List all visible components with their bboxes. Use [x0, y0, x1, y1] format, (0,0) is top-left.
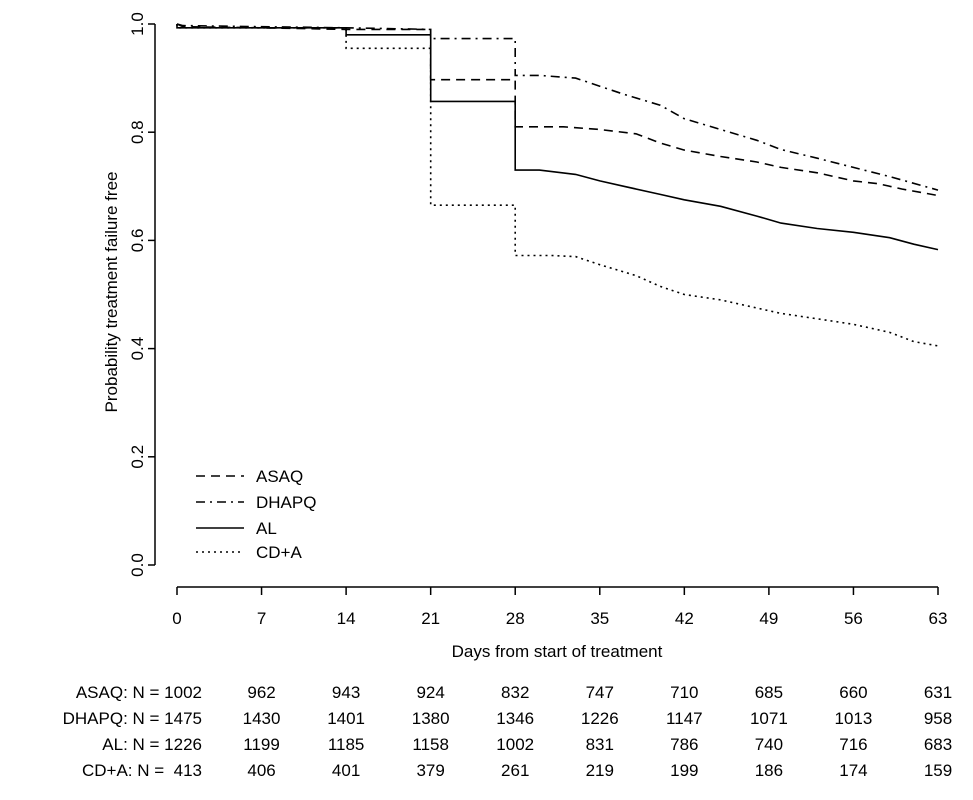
risk-count: 832 [501, 683, 529, 702]
risk-count: 406 [247, 761, 275, 780]
series-line-dhapq [176, 23, 939, 191]
risk-count: 379 [416, 761, 444, 780]
risk-count: 261 [501, 761, 529, 780]
x-tick-label: 63 [929, 609, 948, 628]
series-line-cd-a [176, 24, 939, 347]
legend: ASAQ DHAPQ AL CD+A [196, 467, 316, 562]
legend-label: ASAQ [256, 467, 303, 486]
risk-count: 174 [839, 761, 867, 780]
risk-count: 186 [755, 761, 783, 780]
risk-count: 159 [924, 761, 952, 780]
risk-count: 740 [755, 735, 783, 754]
risk-count: 786 [670, 735, 698, 754]
series-line-al [176, 24, 939, 251]
y-tick-label: 1.0 [128, 12, 147, 36]
y-tick-label: 0.6 [128, 229, 147, 253]
x-tick-label: 56 [844, 609, 863, 628]
y-tick-label: 0.0 [128, 553, 147, 577]
survival-curves [176, 23, 939, 347]
risk-count: 1380 [412, 709, 450, 728]
x-tick-label: 35 [590, 609, 609, 628]
risk-table: ASAQ: N = 1002 962 943 924 832 747 710 685 660 63… [63, 683, 953, 780]
legend-label: CD+A [256, 543, 302, 562]
y-tick-label: 0.4 [128, 337, 147, 361]
risk-count: 710 [670, 683, 698, 702]
risk-row-label: ASAQ: N = 1002 [76, 683, 202, 702]
risk-row-label: CD+A: N = 413 [82, 761, 202, 780]
risk-count: 747 [586, 683, 614, 702]
risk-count: 219 [586, 761, 614, 780]
risk-count: 199 [670, 761, 698, 780]
risk-row-label: DHAPQ: N = 1475 [63, 709, 202, 728]
y-axis: 0.0 0.2 0.4 0.6 0.8 1.0 [128, 12, 156, 577]
risk-count: 924 [416, 683, 444, 702]
y-axis-title: Probability treatment failure free [102, 172, 121, 413]
x-axis-title: Days from start of treatment [452, 642, 663, 661]
risk-count: 1199 [243, 735, 280, 754]
risk-count: 962 [247, 683, 275, 702]
risk-count: 631 [924, 683, 952, 702]
risk-count: 1226 [581, 709, 619, 728]
risk-count: 831 [586, 735, 614, 754]
risk-count: 1071 [750, 709, 788, 728]
x-tick-label: 49 [759, 609, 778, 628]
risk-count: 716 [839, 735, 867, 754]
x-tick-label: 14 [337, 609, 356, 628]
legend-label: DHAPQ [256, 493, 316, 512]
risk-count: 660 [839, 683, 867, 702]
x-tick-label: 0 [172, 609, 181, 628]
risk-count: 1147 [666, 709, 703, 728]
risk-count: 1401 [327, 709, 365, 728]
risk-count: 1002 [496, 735, 534, 754]
risk-count: 1158 [412, 735, 449, 754]
risk-count: 1013 [835, 709, 873, 728]
x-axis: 0 7 14 21 28 35 42 49 56 63 [172, 586, 948, 628]
risk-count: 943 [332, 683, 360, 702]
x-tick-label: 21 [421, 609, 440, 628]
legend-label: AL [256, 519, 277, 538]
x-tick-label: 42 [675, 609, 694, 628]
risk-count: 683 [924, 735, 952, 754]
risk-count: 1346 [496, 709, 534, 728]
y-tick-label: 0.2 [128, 445, 147, 469]
risk-count: 685 [755, 683, 783, 702]
risk-count: 1185 [328, 735, 365, 754]
x-tick-label: 7 [257, 609, 266, 628]
x-tick-label: 28 [506, 609, 525, 628]
y-tick-label: 0.8 [128, 120, 147, 144]
risk-count: 958 [924, 709, 952, 728]
risk-row-label: AL: N = 1226 [102, 735, 202, 754]
risk-count: 401 [332, 761, 360, 780]
risk-count: 1430 [243, 709, 281, 728]
series-line-asaq [176, 23, 939, 197]
